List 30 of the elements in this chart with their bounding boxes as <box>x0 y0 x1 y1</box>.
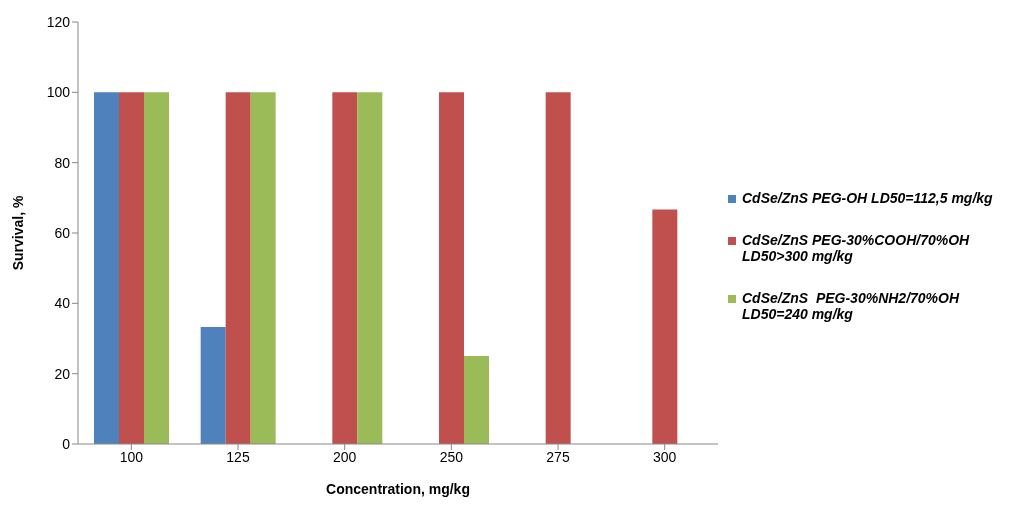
bar <box>439 92 464 444</box>
x-tick-label: 250 <box>439 448 464 465</box>
bar <box>464 356 489 444</box>
y-tick-label: 40 <box>54 295 71 312</box>
legend-label: CdSe/ZnS PEG-OH LD50=112,5 mg/kg <box>742 190 993 206</box>
y-tick-label: 20 <box>54 365 71 382</box>
y-tick-label: 100 <box>46 84 71 101</box>
legend-label: CdSe/ZnS PEG-30%COOH/70%OH LD50>300 mg/kg <box>742 232 971 264</box>
x-axis-title: Concentration, mg/kg <box>326 481 470 497</box>
bar <box>144 92 169 444</box>
bar <box>250 92 276 444</box>
bar <box>332 92 358 444</box>
y-tick-label: 0 <box>62 435 71 452</box>
bar <box>119 92 144 444</box>
bar <box>200 326 226 444</box>
x-tick-label: 200 <box>332 448 357 465</box>
x-tick-label: 125 <box>226 448 250 465</box>
legend-label: CdSe/ZnS PEG-30%NH2/70%OH LD50=240 mg/kg <box>742 290 961 322</box>
bar <box>545 92 571 444</box>
y-tick-label: 80 <box>54 154 71 171</box>
bar <box>94 92 119 444</box>
y-tick-label: 60 <box>54 224 71 241</box>
x-tick-label: 300 <box>652 448 677 465</box>
y-axis-title: Survival, % <box>9 195 26 271</box>
bar <box>225 92 251 444</box>
x-tick-label: 100 <box>119 448 144 465</box>
y-tick-label: 120 <box>46 13 71 30</box>
bar <box>652 209 678 444</box>
bar <box>357 92 383 444</box>
x-tick-label: 275 <box>546 448 570 465</box>
